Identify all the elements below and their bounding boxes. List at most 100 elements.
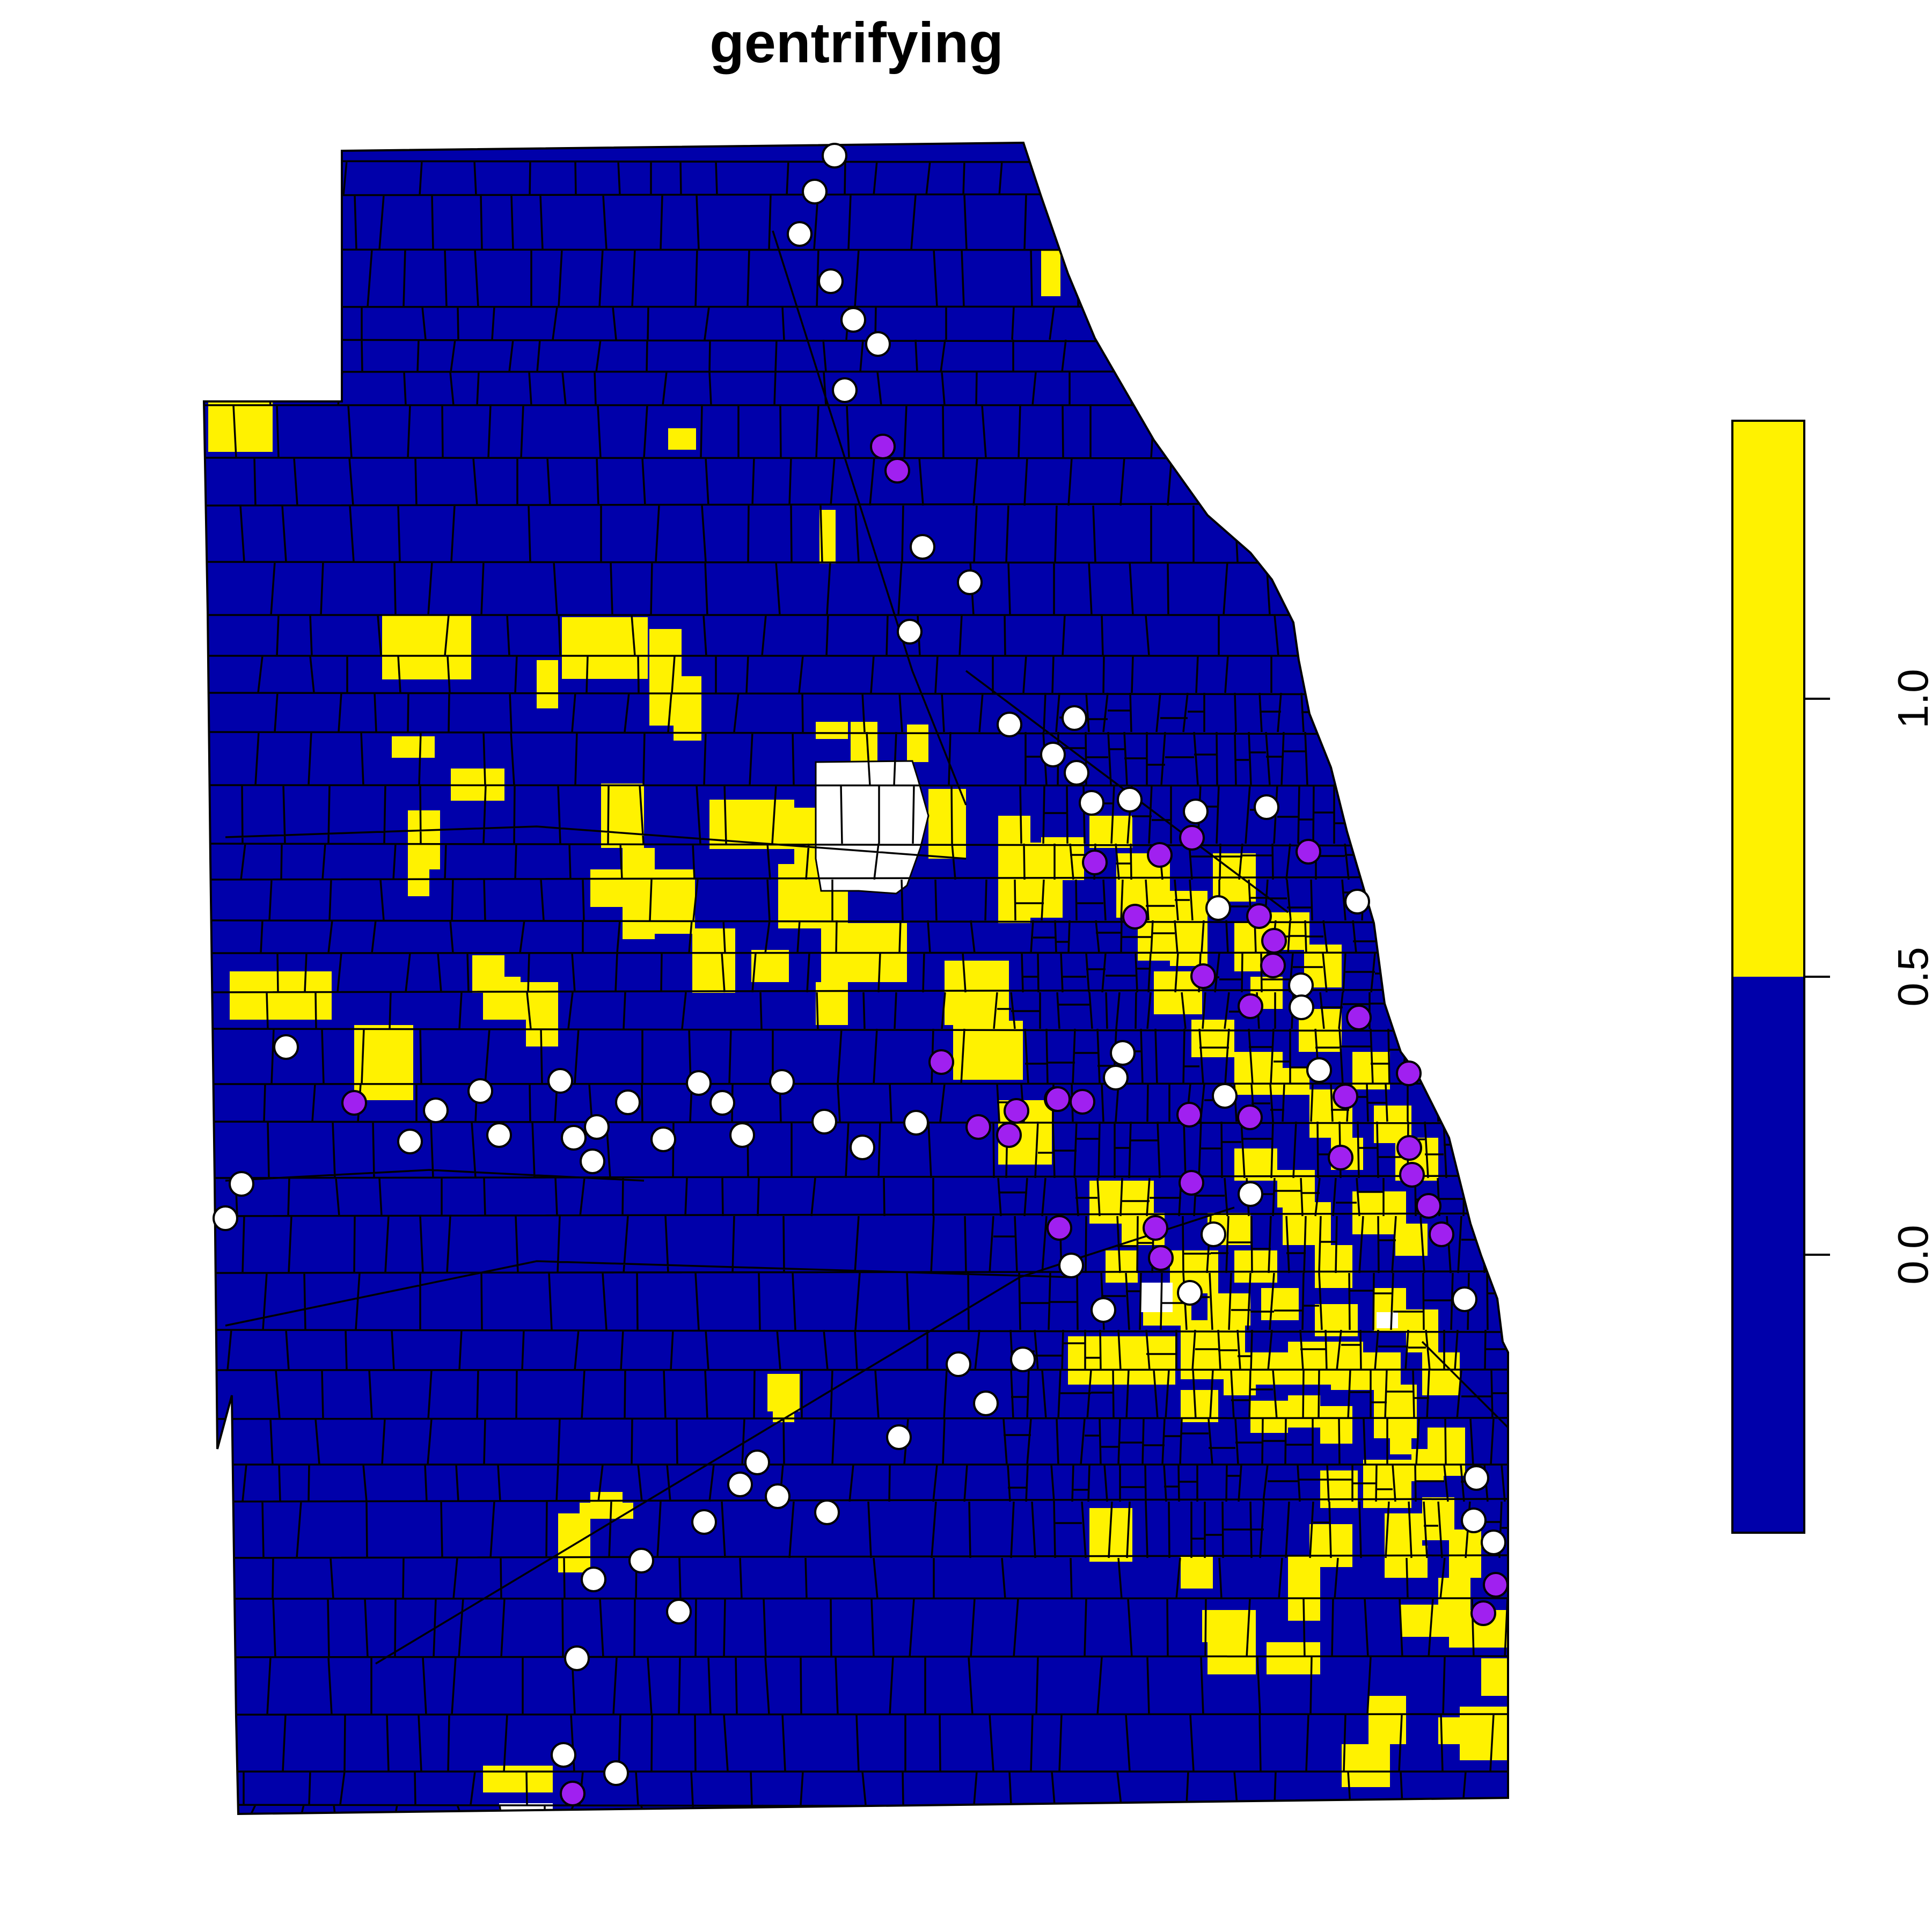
gentrifying-station-point — [341, 1090, 367, 1116]
gentrifying-station-point — [1122, 904, 1148, 930]
station-point — [273, 1034, 299, 1060]
gentrifying-station-point — [1179, 825, 1205, 851]
station-point — [1289, 994, 1314, 1020]
legend-tick-label-1: 0.5 — [1889, 947, 1932, 1006]
station-point — [1205, 895, 1231, 921]
tract-boundaries — [204, 160, 1508, 1814]
gentrifying-tract — [1385, 1513, 1422, 1546]
station-point — [818, 268, 844, 294]
station-point — [1463, 1465, 1489, 1491]
gentrifying-tract — [483, 1766, 553, 1792]
station-point — [973, 1391, 999, 1416]
station-point — [580, 1148, 605, 1174]
gentrifying-tract — [1106, 1250, 1138, 1283]
legend-colorbar — [1731, 420, 1805, 1534]
station-point — [997, 712, 1022, 737]
gentrifying-tract — [590, 1492, 623, 1513]
station-point — [467, 1078, 493, 1104]
station-point — [787, 221, 813, 247]
missing-data-area — [1140, 1283, 1173, 1312]
gentrifying-station-point — [996, 1122, 1022, 1148]
gentrifying-tract — [1438, 1717, 1470, 1744]
gentrifying-tract — [1250, 1401, 1288, 1433]
station-point — [1177, 1280, 1203, 1306]
gentrifying-tract — [1315, 1245, 1352, 1288]
missing-data-area — [815, 760, 930, 895]
station-point — [628, 1548, 654, 1574]
gentrifying-tract — [1320, 1406, 1352, 1444]
station-point — [802, 179, 828, 204]
gentrifying-tract — [1041, 249, 1060, 296]
station-point — [691, 1509, 717, 1535]
gentrifying-tract — [692, 928, 735, 993]
station-point — [564, 1645, 590, 1671]
station-point — [910, 534, 935, 560]
station-point — [811, 1109, 837, 1135]
gentrifying-tract — [907, 724, 928, 762]
gentrifying-station-point — [1237, 1104, 1263, 1130]
station-point — [423, 1097, 449, 1123]
county-outline — [202, 141, 1509, 1816]
station-point — [865, 331, 891, 357]
station-point — [709, 1090, 735, 1116]
station-point — [1452, 1286, 1477, 1312]
station-point — [840, 307, 866, 333]
station-point — [1040, 742, 1066, 767]
gentrifying-station-point — [560, 1781, 586, 1806]
station-point — [603, 1760, 629, 1786]
gentrifying-tract — [816, 982, 848, 1025]
station-point — [1183, 799, 1209, 824]
gentrifying-tract — [1261, 1288, 1299, 1320]
gentrifying-tract — [1390, 1428, 1411, 1454]
gentrifying-tract — [674, 676, 701, 741]
missing-data-area — [1377, 1312, 1398, 1328]
gentrifying-station-point — [928, 1049, 954, 1075]
station-point — [727, 1472, 753, 1497]
station-point — [886, 1424, 912, 1450]
gentrifying-tract — [1020, 885, 1063, 918]
gentrifying-tract — [1277, 1068, 1309, 1095]
station-point — [615, 1089, 641, 1115]
gentrifying-station-point — [1082, 850, 1108, 875]
station-point — [584, 1114, 610, 1140]
station-point — [547, 1068, 573, 1094]
gentrifying-tract — [1363, 1352, 1401, 1390]
gentrifying-station-point — [965, 1114, 991, 1140]
gentrifying-tract — [382, 615, 471, 679]
station-point — [814, 1499, 840, 1525]
station-point — [551, 1742, 576, 1768]
gentrifying-tract — [816, 722, 848, 739]
gentrifying-station-point — [1143, 1215, 1168, 1241]
station-point — [581, 1567, 606, 1592]
station-point — [1201, 1221, 1226, 1247]
gentrifying-station-point — [1260, 953, 1286, 978]
station-point — [897, 619, 923, 645]
station-point — [1091, 1297, 1116, 1323]
station-point — [1117, 787, 1143, 813]
station-point — [561, 1125, 587, 1151]
station-point — [686, 1070, 712, 1096]
gentrifying-tract — [1202, 1610, 1256, 1642]
gentrifying-tract — [773, 1411, 794, 1422]
legend-color-segment — [1732, 977, 1804, 1533]
station-point — [729, 1122, 755, 1148]
gentrifying-station-point — [1147, 842, 1173, 868]
gentrifying-station-point — [1483, 1572, 1509, 1598]
station-points — [213, 143, 1509, 1806]
gentrifying-tract — [1342, 1744, 1390, 1787]
gentrifying-station-point — [1333, 1084, 1358, 1109]
station-point — [832, 377, 858, 403]
gentrifying-tract — [590, 869, 633, 907]
gentrifying-station-point — [1328, 1145, 1353, 1170]
station-point — [765, 1483, 791, 1509]
gentrifying-station-point — [870, 434, 896, 459]
gentrifying-station-point — [1396, 1060, 1422, 1086]
gentrifying-station-point — [884, 458, 910, 484]
gentrifying-tract — [230, 971, 332, 1020]
station-point — [397, 1129, 423, 1154]
gentrifying-station-point — [1399, 1162, 1425, 1188]
gentrifying-station-point — [1429, 1221, 1454, 1247]
gentrifying-station-point — [1190, 963, 1216, 989]
station-point — [486, 1122, 512, 1148]
